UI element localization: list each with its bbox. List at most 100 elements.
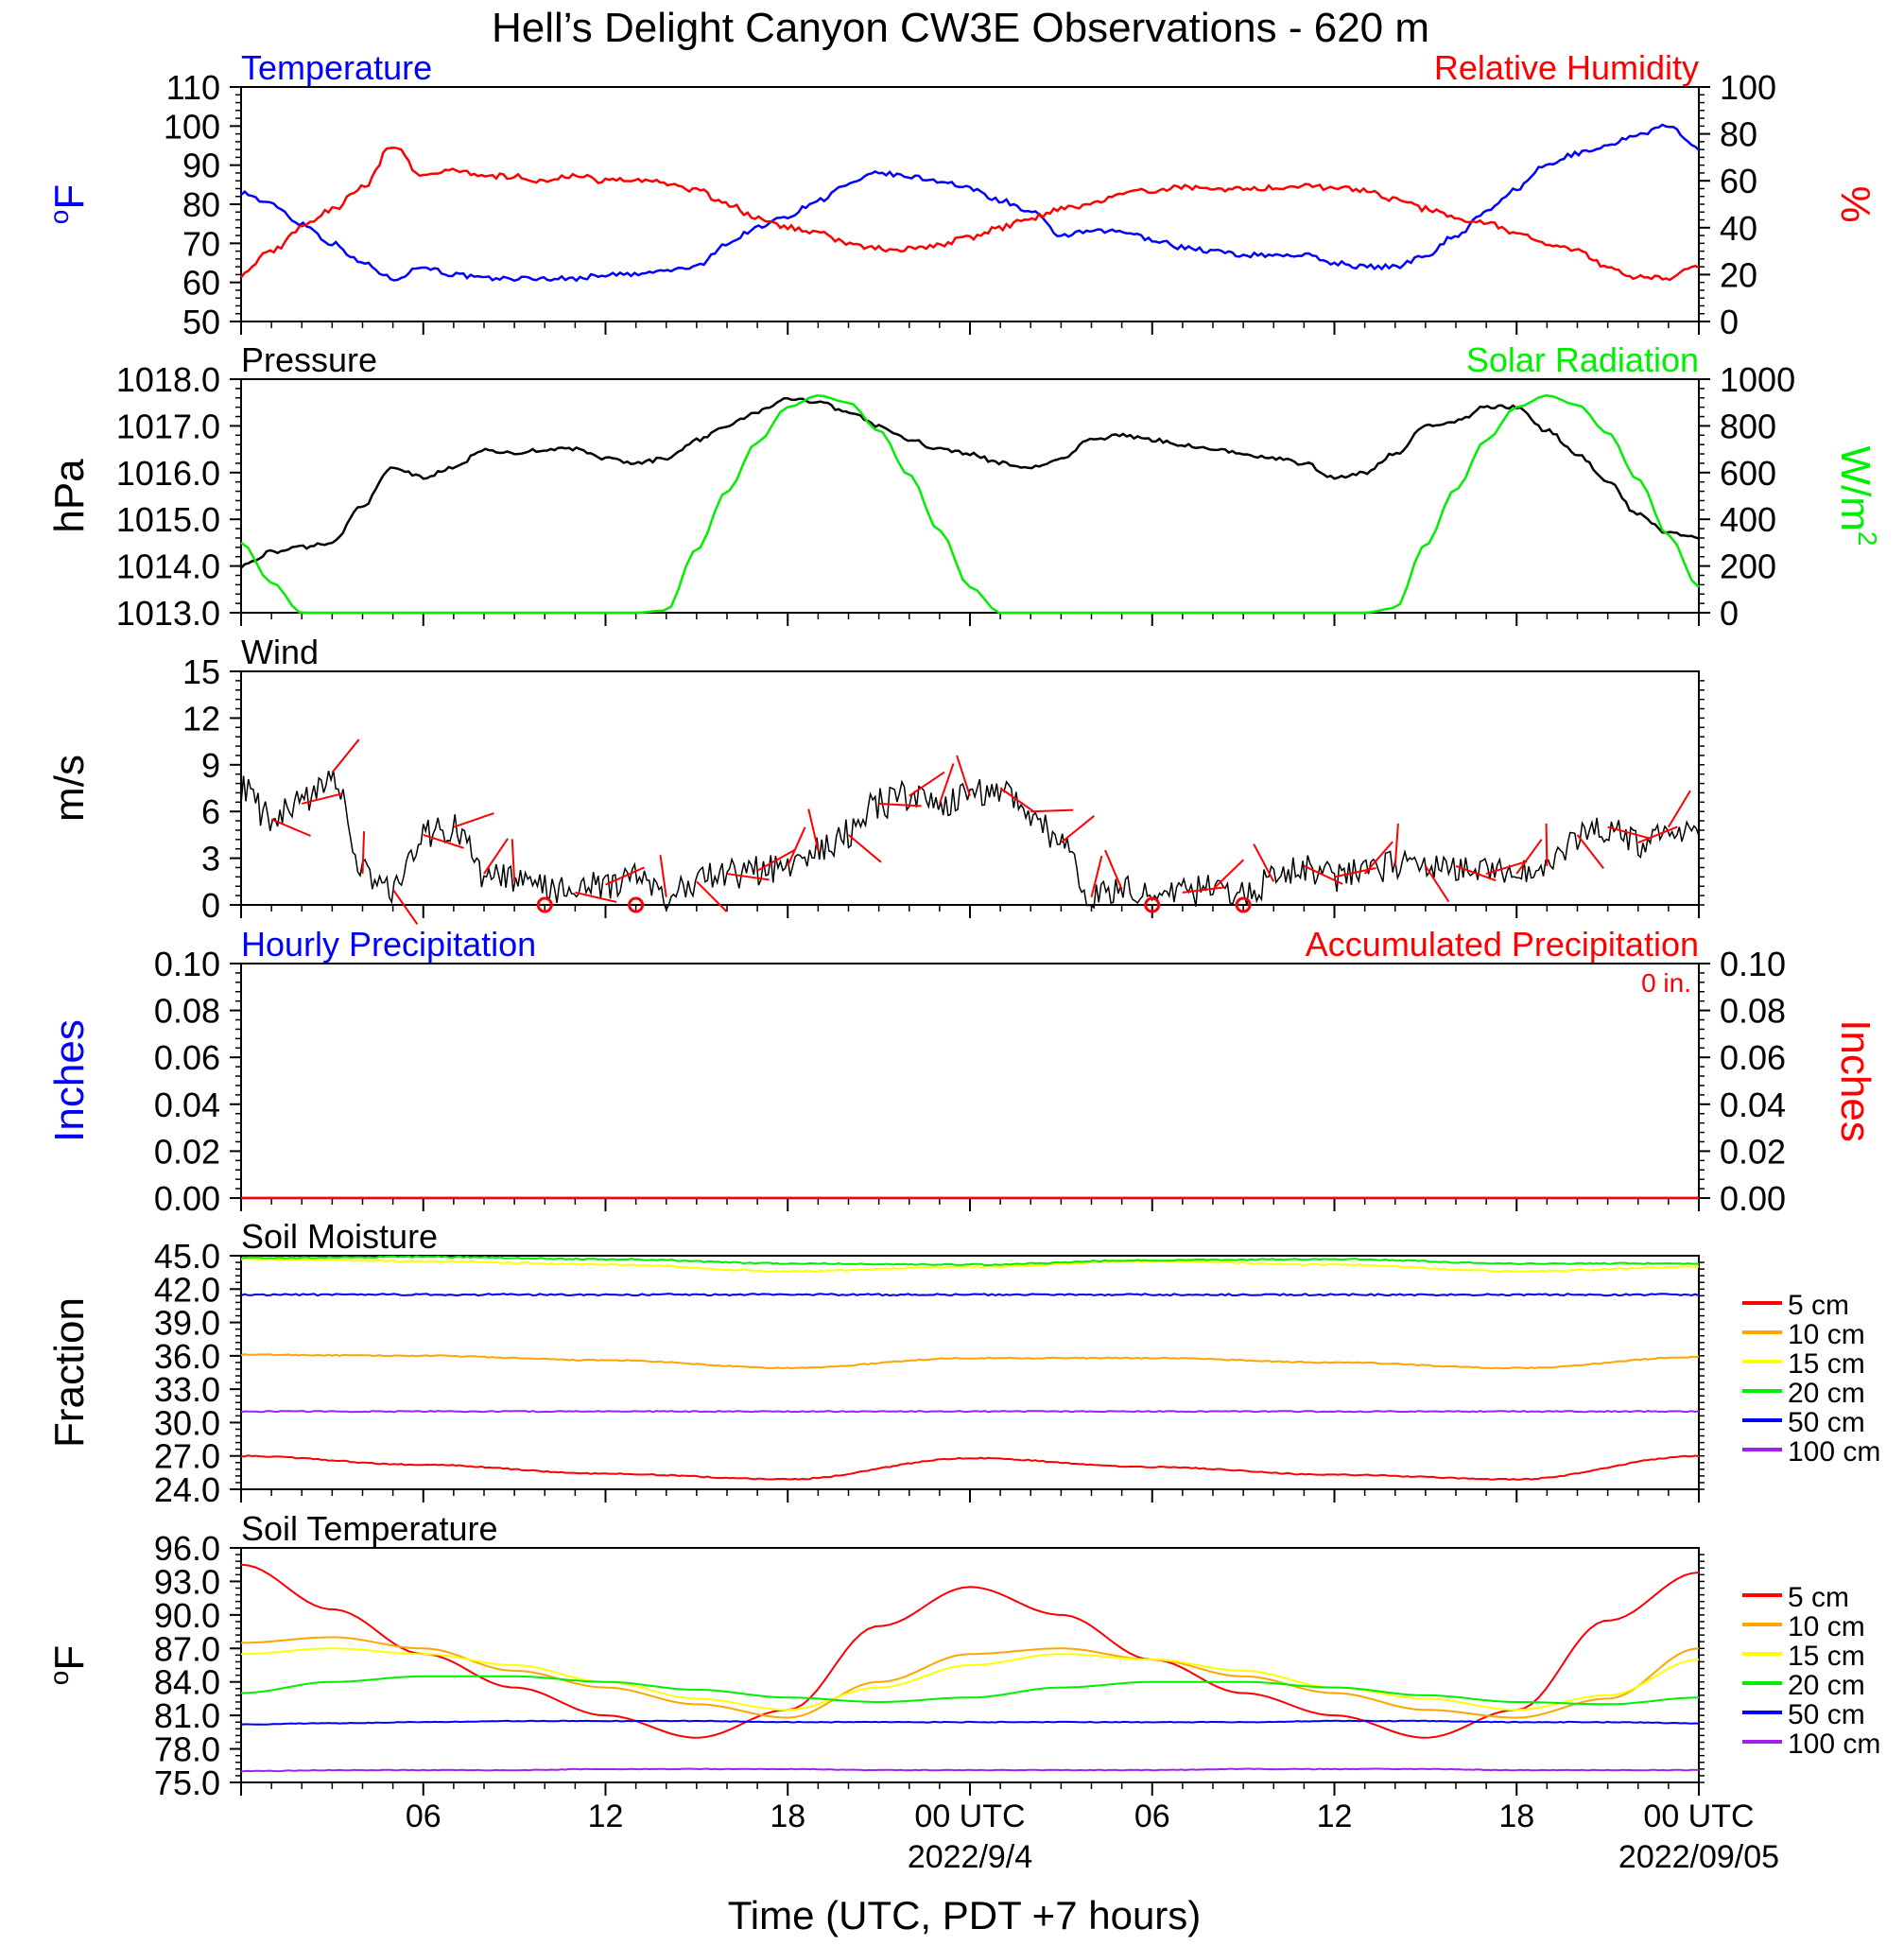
wind-barb — [605, 866, 646, 886]
y-tick-label-right: 0.02 — [1720, 1132, 1786, 1171]
legend-label: 5 cm — [1788, 1290, 1849, 1321]
wind-barb — [956, 755, 971, 797]
wind-barb — [331, 738, 360, 773]
y-tick-label-left: 0.02 — [154, 1132, 220, 1171]
wind-barb — [1104, 849, 1123, 890]
y-tick-label-left: 96.0 — [154, 1529, 220, 1568]
wind-barb — [787, 826, 806, 867]
panel-5: 24.027.030.033.036.039.042.045.0 Soil Moi… — [46, 1217, 1880, 1509]
wind-barb — [807, 808, 820, 851]
x-tick-label: 18 — [770, 1798, 805, 1834]
plot-frame — [240, 963, 1700, 1199]
wind-barb — [1090, 855, 1103, 898]
y-tick-label-left: 6 — [201, 792, 220, 831]
legend-label: 50 cm — [1788, 1699, 1865, 1730]
wind-barb — [847, 834, 882, 863]
y-tick-label-left: 0.08 — [154, 992, 220, 1031]
wind-barb — [1576, 834, 1604, 869]
legend-label: 15 cm — [1788, 1641, 1865, 1672]
y-tick-label-left: 75.0 — [154, 1764, 220, 1802]
y-tick-label-left: 15 — [182, 652, 220, 691]
wind-barb — [726, 873, 770, 881]
calm-wind-marker — [536, 896, 553, 913]
series-5-cm — [240, 1454, 1700, 1481]
wind-barb — [1455, 864, 1497, 882]
x-tick-label: 06 — [406, 1798, 441, 1834]
panel-2: 1013.0 1014.0 1015.0 1016.0 1017.0 1018.0 0 200… — [46, 340, 1882, 633]
y-tick-label-left: 84.0 — [154, 1663, 220, 1702]
wind-barb — [302, 792, 344, 805]
y-tick-label-left: 87.0 — [154, 1629, 220, 1668]
legend-label: 15 cm — [1788, 1348, 1865, 1380]
wind-barb — [1668, 790, 1691, 828]
y-tick-label-left: 39.0 — [154, 1304, 220, 1343]
y-tick-label-right: 0.08 — [1720, 992, 1786, 1031]
legend-label: 100 cm — [1788, 1436, 1880, 1468]
wind-barb — [696, 880, 728, 912]
wind-barb — [659, 855, 667, 897]
y-tick-label-right: 0.06 — [1720, 1038, 1786, 1077]
panel-title-left: Pressure — [241, 340, 377, 379]
y-axis-label-right: % — [1832, 185, 1878, 222]
y-tick-label-right: 20 — [1720, 255, 1757, 294]
panel-3: 0 3 6 9 12 15 Wind m/s — [46, 633, 1705, 925]
legend-label: 10 cm — [1788, 1611, 1865, 1642]
series-10-cm — [240, 1353, 1700, 1370]
plot-frame — [240, 1255, 1700, 1490]
y-tick-label-left: 100 — [164, 107, 220, 146]
y-tick-label-left: 24.0 — [154, 1470, 220, 1509]
y-tick-label-left: 27.0 — [154, 1437, 220, 1476]
y-tick-label-left: 110 — [166, 68, 220, 107]
y-tick-label-left: 12 — [182, 699, 220, 738]
panel-title-left: Wind — [241, 633, 319, 671]
series-solar-radiation — [240, 394, 1700, 615]
y-axis-label-left: m/s — [46, 755, 93, 822]
legend-label: 100 cm — [1788, 1729, 1880, 1760]
wind-barb — [1212, 859, 1245, 891]
panel-title-left: Temperature — [241, 48, 432, 87]
wind-barb — [909, 771, 945, 797]
y-axis-label-left: Fraction — [46, 1297, 93, 1448]
y-tick-label-left: 50 — [182, 303, 220, 341]
y-tick-label-right: 800 — [1720, 407, 1776, 445]
series-5-cm — [240, 1563, 1700, 1739]
wind-barb — [1425, 865, 1450, 903]
y-tick-label-right: 200 — [1720, 547, 1776, 586]
wind-barb — [361, 831, 366, 875]
y-tick-label-left: 1016.0 — [116, 454, 220, 493]
panel-title-left: Soil Moisture — [241, 1217, 438, 1256]
y-tick-label-left: 93.0 — [154, 1562, 220, 1601]
y-tick-label-left: 9 — [201, 746, 220, 785]
plot-frame — [240, 86, 1700, 322]
wind-barb — [391, 888, 419, 925]
series-50-cm — [240, 1293, 1700, 1297]
series-100-cm — [240, 1767, 1700, 1773]
calm-wind-marker — [1235, 896, 1252, 913]
y-tick-label-left: 0.04 — [154, 1086, 220, 1124]
series-wind — [240, 770, 1700, 912]
x-axis-label: Time (UTC, PDT +7 hours) — [728, 1893, 1202, 1937]
plot-frame — [240, 670, 1700, 906]
panel-title-right: Solar Radiation — [1466, 340, 1699, 379]
y-tick-label-right: 0 — [1720, 303, 1739, 341]
y-tick-label-left: 1014.0 — [116, 547, 220, 586]
y-tick-label-right: 600 — [1720, 454, 1776, 493]
legend-label: 10 cm — [1788, 1319, 1865, 1350]
y-tick-label-left: 81.0 — [154, 1696, 220, 1735]
wind-barb — [999, 787, 1036, 814]
y-tick-label-left: 90.0 — [154, 1596, 220, 1635]
wind-barb — [1607, 825, 1650, 840]
wind-barb — [511, 839, 516, 882]
y-tick-label-left: 30.0 — [154, 1403, 220, 1442]
y-axis-label-left: oF — [44, 1645, 93, 1685]
y-axis-label-left: oF — [44, 184, 93, 224]
y-tick-label-left: 70 — [182, 224, 220, 263]
series-20-cm — [240, 1675, 1700, 1706]
panel-title-right: Accumulated Precipitation — [1306, 925, 1699, 964]
y-tick-label-left: 0 — [201, 886, 220, 925]
series-temperature — [240, 123, 1700, 283]
y-tick-label-right: 0.00 — [1720, 1179, 1786, 1218]
y-tick-label-left: 1015.0 — [116, 500, 220, 539]
